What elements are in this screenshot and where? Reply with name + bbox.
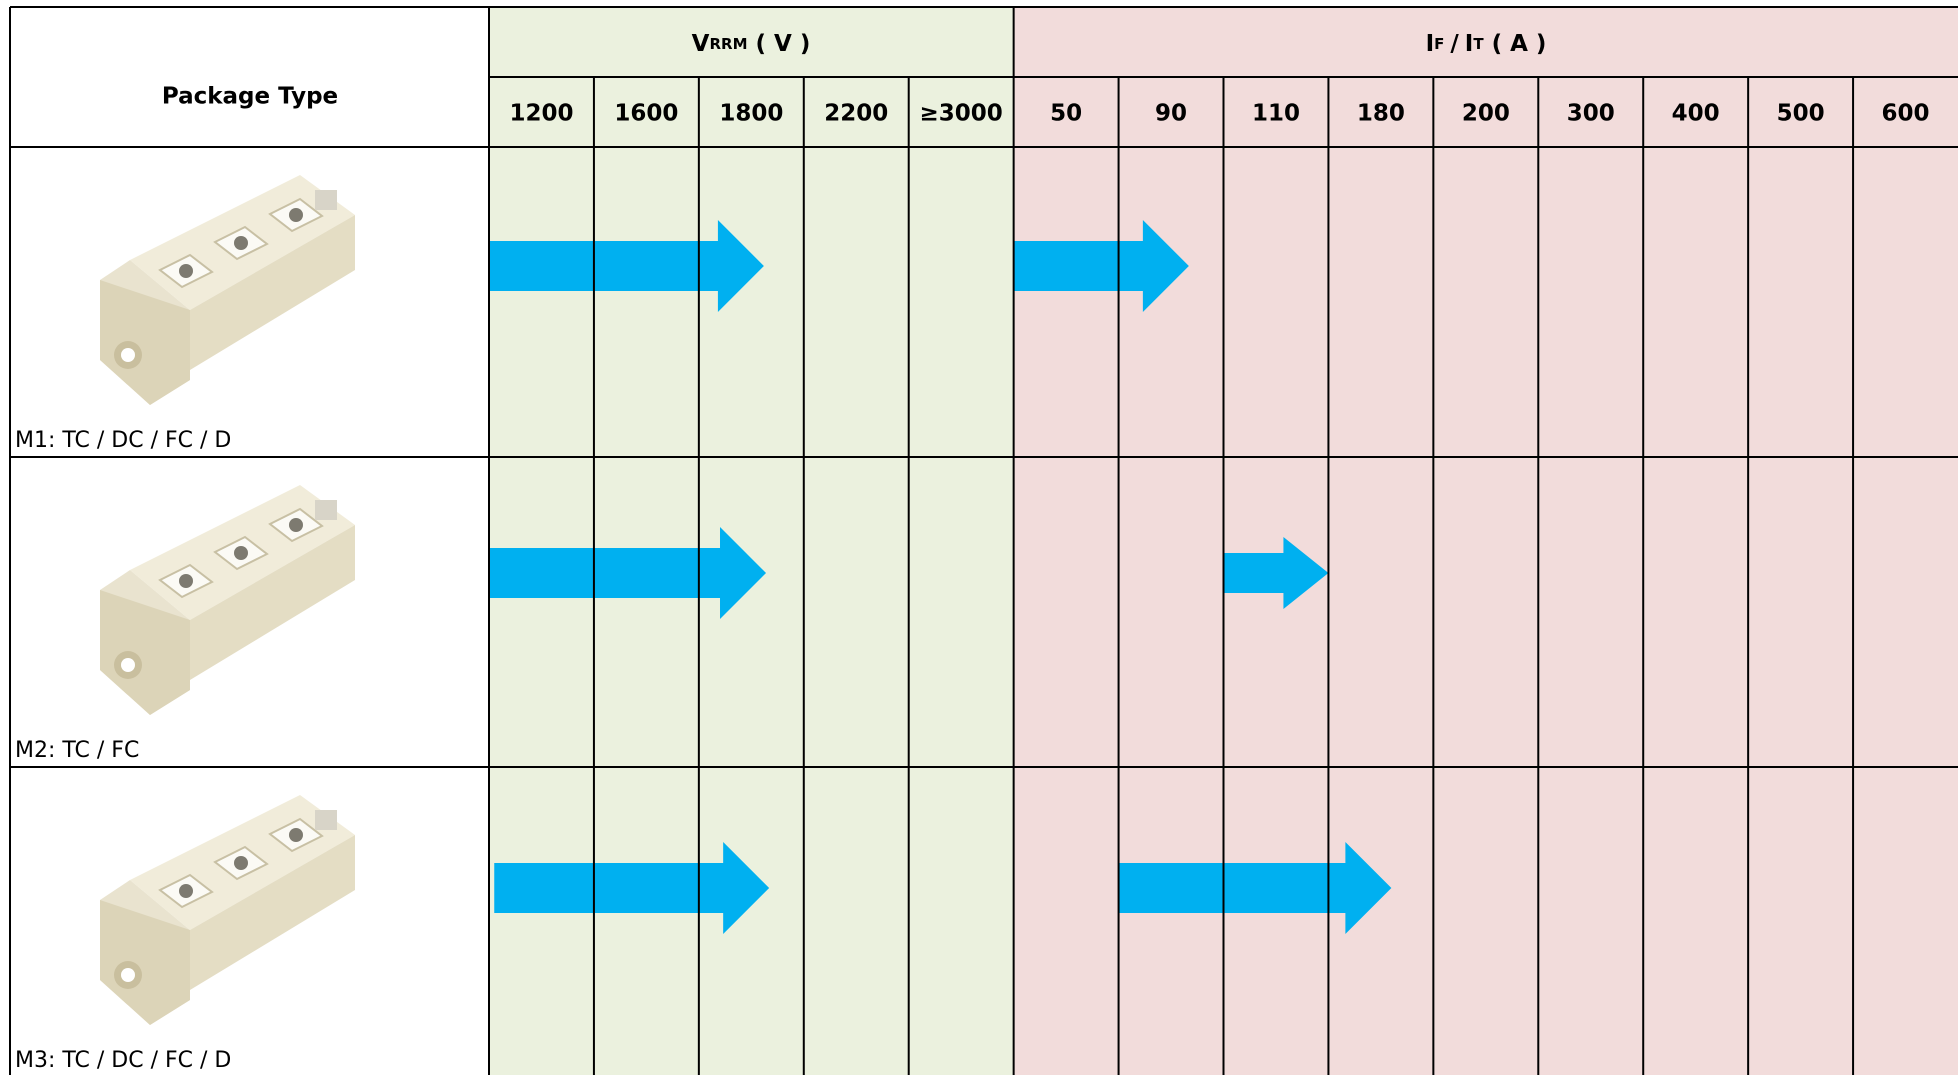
column-header: ≥3000 xyxy=(920,101,1003,127)
column-header: 600 xyxy=(1882,101,1930,127)
range-arrow xyxy=(1223,537,1329,609)
column-header: 200 xyxy=(1462,101,1510,127)
grid xyxy=(9,6,1958,1075)
row-label: M1: TC / DC / FC / D xyxy=(15,428,231,453)
column-header: 1600 xyxy=(614,101,678,127)
range-arrows xyxy=(489,220,1392,934)
range-arrow xyxy=(494,842,770,934)
range-arrow xyxy=(489,527,767,619)
column-header: 1800 xyxy=(719,101,783,127)
column-header: 110 xyxy=(1252,101,1300,127)
column-header: 400 xyxy=(1672,101,1720,127)
row-label: M2: TC / FC xyxy=(15,738,139,763)
column-header: 90 xyxy=(1155,101,1187,127)
column-header: 300 xyxy=(1567,101,1615,127)
column-header: 1200 xyxy=(509,101,573,127)
range-arrow xyxy=(1013,220,1189,312)
package-type-header: Package Type xyxy=(162,84,338,110)
vrrm-header: VRRM( V ) xyxy=(692,31,811,57)
vrrm-band xyxy=(489,7,1014,1075)
module-image xyxy=(99,484,356,716)
range-arrow xyxy=(1118,842,1392,934)
current-band xyxy=(1013,7,1958,1075)
module-image xyxy=(99,174,356,406)
module-images xyxy=(99,174,356,1026)
column-header: 500 xyxy=(1777,101,1825,127)
row-label: M3: TC / DC / FC / D xyxy=(15,1048,231,1073)
module-image xyxy=(99,794,356,1026)
column-header: 2200 xyxy=(824,101,888,127)
current-header: IF / IT( A ) xyxy=(1426,31,1547,57)
column-header: 50 xyxy=(1050,101,1082,127)
range-arrow xyxy=(489,220,764,312)
column-header: 180 xyxy=(1357,101,1405,127)
